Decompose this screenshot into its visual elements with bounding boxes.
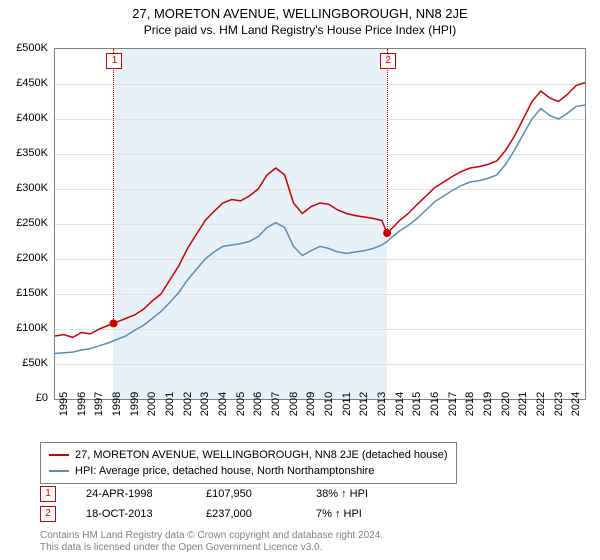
x-tick-label: 1995 [58,392,70,416]
sale-marker-box: 2 [380,53,396,69]
y-tick-label: £300K [4,182,48,194]
x-tick-label: 2018 [464,392,476,416]
sale-marker-box: 1 [40,486,56,502]
x-tick-label: 1996 [76,392,88,416]
y-tick-label: £200K [4,252,48,264]
y-tick-label: £250K [4,217,48,229]
x-tick-label: 2004 [217,392,229,416]
chart-title: 27, MORETON AVENUE, WELLINGBOROUGH, NN8 … [0,0,600,21]
y-tick-label: £50K [4,357,48,369]
sale-date: 18-OCT-2013 [86,508,176,520]
sale-row: 1 24-APR-1998 £107,950 38% ↑ HPI [40,486,368,502]
x-tick-label: 2022 [535,392,547,416]
x-tick-label: 2017 [447,392,459,416]
plot-svg [55,49,585,399]
chart-container: 27, MORETON AVENUE, WELLINGBOROUGH, NN8 … [0,0,600,560]
x-tick-label: 1997 [93,392,105,416]
sale-row: 2 18-OCT-2013 £237,000 7% ↑ HPI [40,506,362,522]
legend-swatch [49,454,69,456]
x-tick-label: 2003 [199,392,211,416]
x-tick-label: 2002 [182,392,194,416]
x-tick-label: 2007 [270,392,282,416]
sale-marker-box: 2 [40,506,56,522]
sale-delta: 38% ↑ HPI [316,488,368,500]
x-tick-label: 2019 [482,392,494,416]
x-tick-label: 2012 [358,392,370,416]
legend-item: 27, MORETON AVENUE, WELLINGBOROUGH, NN8 … [49,447,448,463]
x-tick-label: 2005 [235,392,247,416]
x-tick-label: 2015 [411,392,423,416]
y-tick-label: £350K [4,147,48,159]
legend-label: 27, MORETON AVENUE, WELLINGBOROUGH, NN8 … [75,447,448,463]
legend-swatch [49,470,69,472]
sale-delta: 7% ↑ HPI [316,508,362,520]
sale-date: 24-APR-1998 [86,488,176,500]
x-tick-label: 2008 [288,392,300,416]
y-tick-label: £400K [4,112,48,124]
x-tick-label: 2024 [570,392,582,416]
x-tick-label: 2013 [376,392,388,416]
y-tick-label: £500K [4,42,48,54]
x-tick-label: 2014 [394,392,406,416]
y-tick-label: £0 [4,392,48,404]
x-tick-label: 2006 [252,392,264,416]
x-tick-label: 1998 [111,392,123,416]
x-tick-label: 2021 [517,392,529,416]
x-tick-label: 2010 [323,392,335,416]
y-tick-label: £150K [4,287,48,299]
legend-label: HPI: Average price, detached house, Nort… [75,463,374,479]
x-tick-label: 2016 [429,392,441,416]
footer-line: This data is licensed under the Open Gov… [40,542,383,554]
y-tick-label: £450K [4,77,48,89]
legend: 27, MORETON AVENUE, WELLINGBOROUGH, NN8 … [40,442,457,484]
y-tick-label: £100K [4,322,48,334]
sale-marker-box: 1 [106,53,122,69]
x-tick-label: 1999 [129,392,141,416]
x-tick-label: 2011 [341,392,353,416]
sale-price: £237,000 [206,508,286,520]
x-tick-label: 2020 [500,392,512,416]
legend-item: HPI: Average price, detached house, Nort… [49,463,448,479]
plot-area: 12 [54,48,586,400]
x-tick-label: 2001 [164,392,176,416]
x-tick-label: 2023 [553,392,565,416]
chart-subtitle: Price paid vs. HM Land Registry's House … [0,21,600,37]
x-tick-label: 2000 [146,392,158,416]
sale-price: £107,950 [206,488,286,500]
footer: Contains HM Land Registry data © Crown c… [40,530,383,554]
x-tick-label: 2009 [305,392,317,416]
footer-line: Contains HM Land Registry data © Crown c… [40,530,383,542]
